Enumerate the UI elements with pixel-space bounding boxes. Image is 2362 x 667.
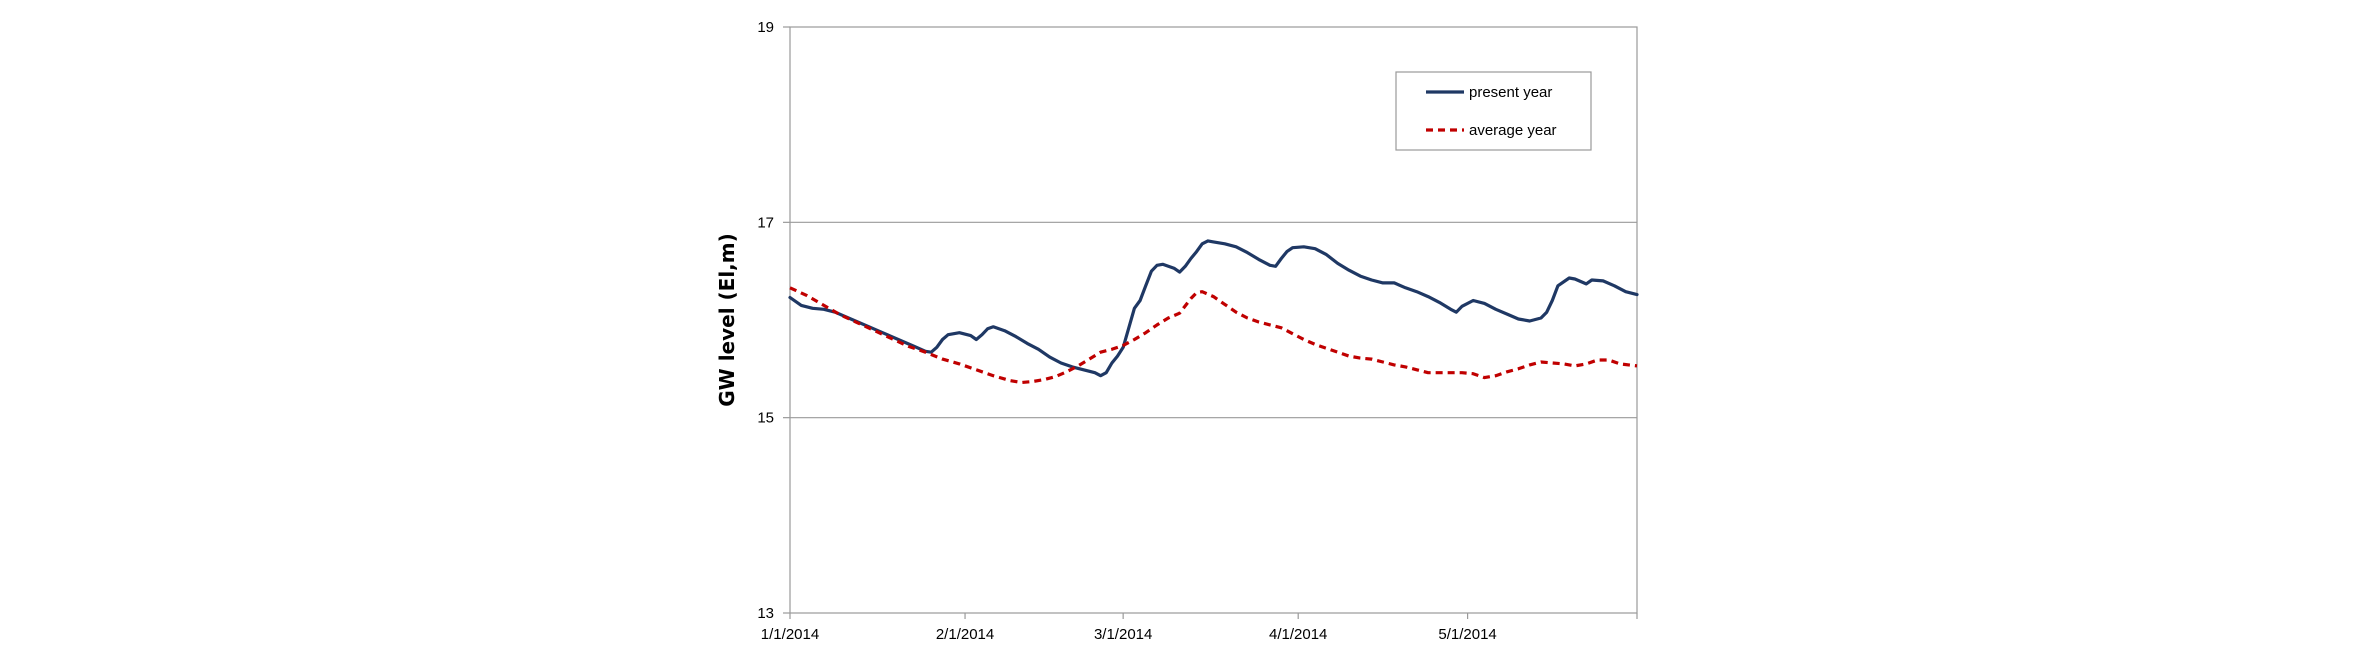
x-tick-label: 4/1/2014 <box>1269 626 1327 643</box>
series-line-average-year <box>789 286 1638 385</box>
legend-label: present year <box>1469 84 1552 101</box>
x-tick-label: 3/1/2014 <box>1094 626 1152 643</box>
legend-box <box>1395 71 1592 151</box>
data-series <box>788 239 1639 385</box>
y-tick-label: 13 <box>757 605 774 622</box>
legend-label: average year <box>1469 122 1557 139</box>
y-tick-label: 19 <box>757 19 774 36</box>
y-tick-label: 15 <box>757 410 774 427</box>
x-tick-label: 5/1/2014 <box>1438 626 1496 643</box>
plot-area-frame <box>789 26 1638 614</box>
horizontal-gridlines <box>790 221 1637 419</box>
legend: present year average year <box>1395 71 1592 151</box>
y-axis-title: GW level (El,m) <box>715 233 739 407</box>
y-tick-label: 17 <box>757 214 774 231</box>
y-axis-ticks: 13 15 17 19 <box>757 19 790 622</box>
x-tick-label: 2/1/2014 <box>936 626 994 643</box>
series-line-present-year <box>788 239 1639 378</box>
x-tick-label: 1/1/2014 <box>761 626 819 643</box>
x-axis-ticks: 1/1/2014 2/1/2014 3/1/2014 4/1/2014 5/1/2014 <box>761 613 1638 643</box>
